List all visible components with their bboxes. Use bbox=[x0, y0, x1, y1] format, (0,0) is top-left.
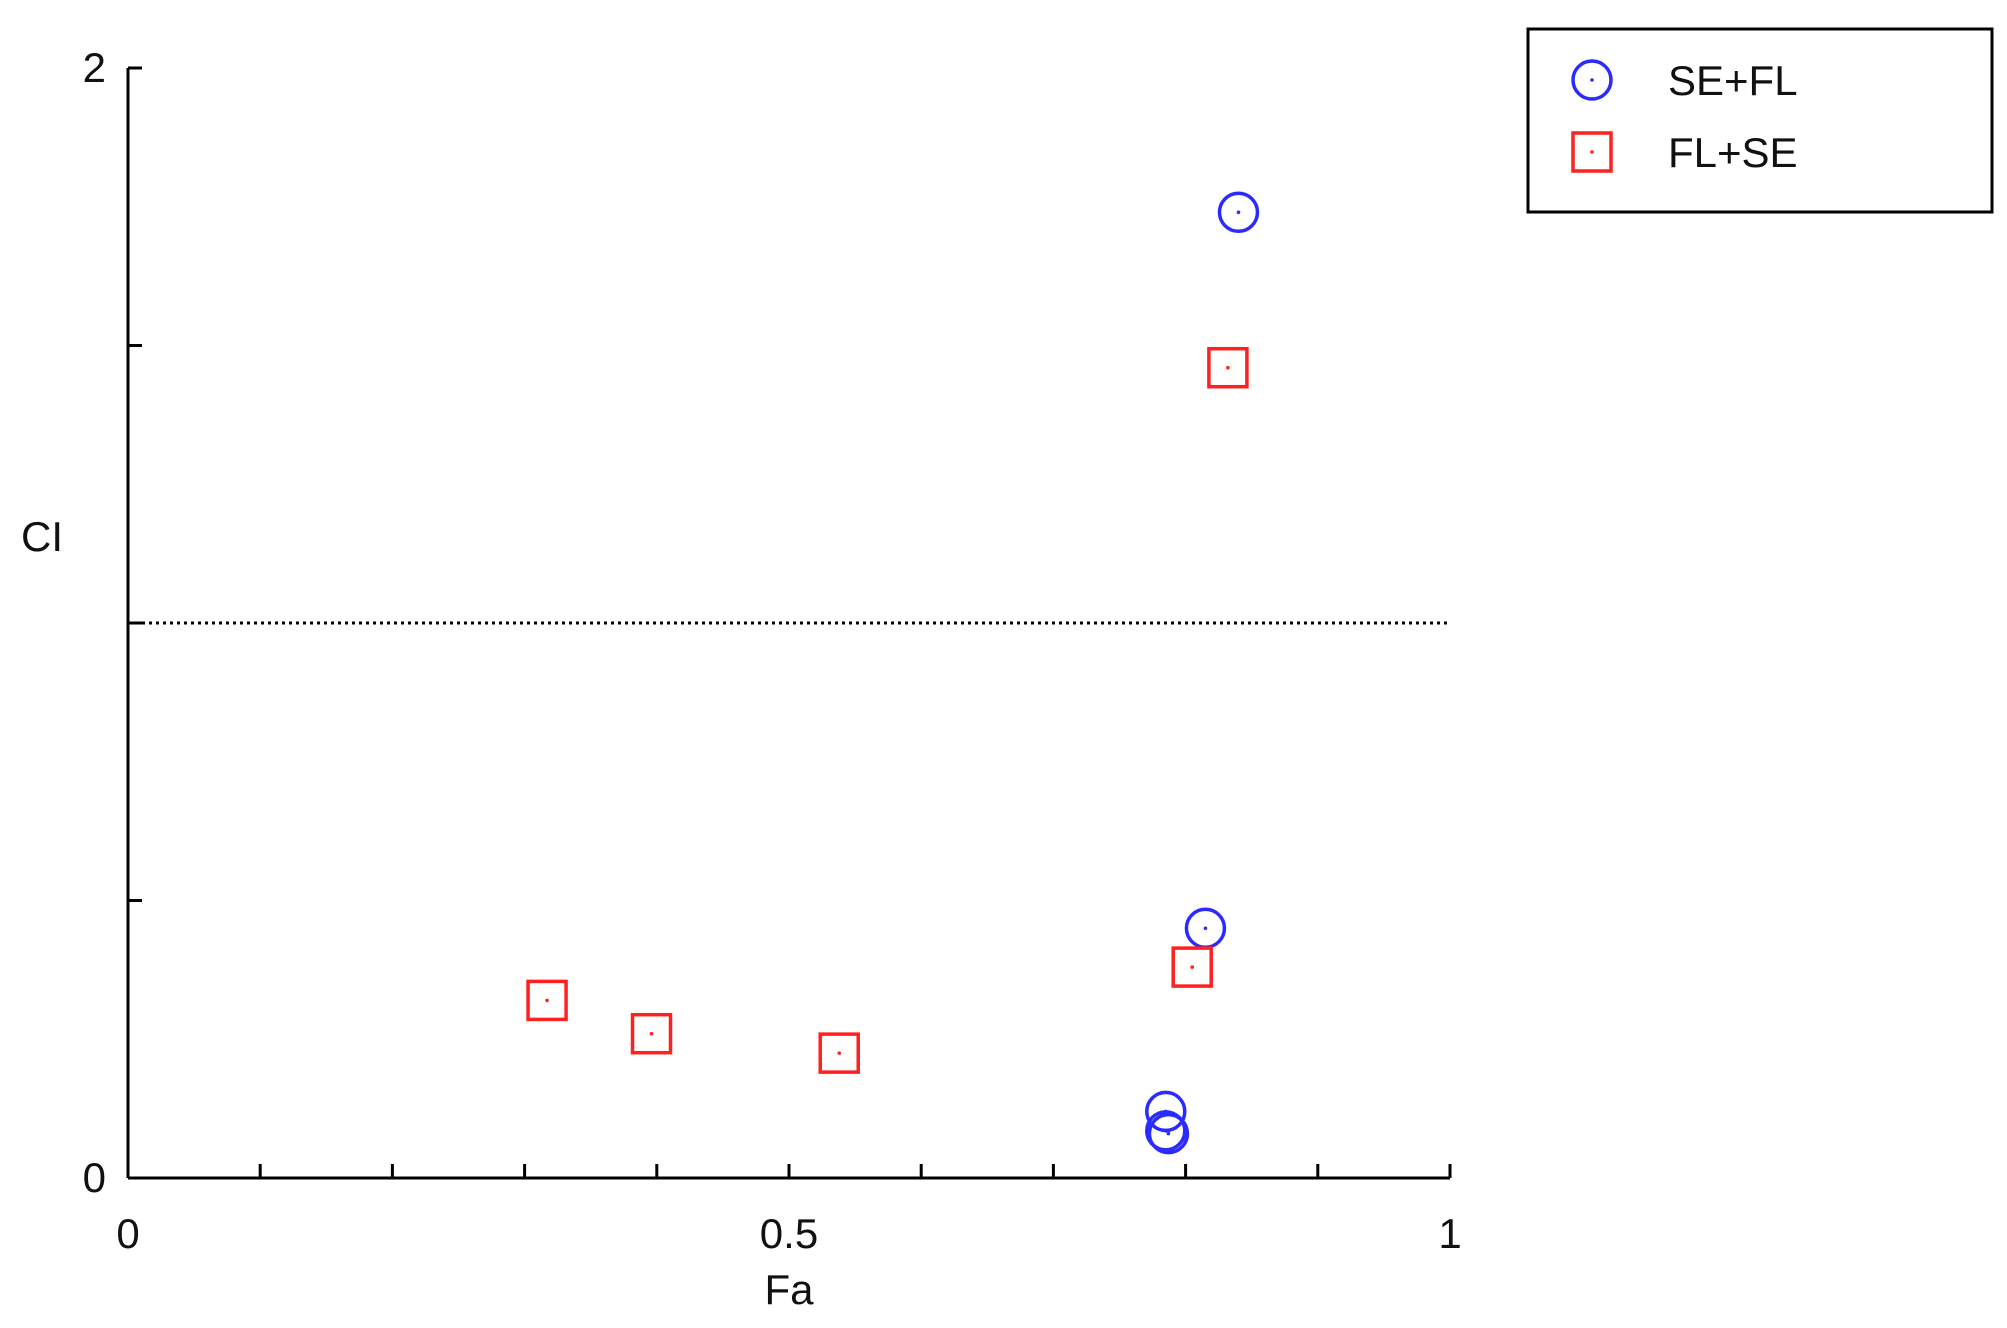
square-marker bbox=[1571, 131, 1613, 173]
data-point bbox=[1171, 946, 1213, 988]
x-tick-label: 1 bbox=[1438, 1210, 1461, 1257]
legend-label: SE+FL bbox=[1668, 57, 1798, 104]
marker-center-dot bbox=[649, 1031, 654, 1036]
marker-center-dot bbox=[1236, 210, 1241, 215]
y-tick-label: 0 bbox=[83, 1154, 106, 1201]
marker-center-dot bbox=[1166, 1131, 1171, 1136]
square-marker bbox=[630, 1012, 673, 1055]
legend-marker bbox=[1571, 131, 1613, 173]
marker-center-dot bbox=[1163, 1129, 1168, 1133]
data-point bbox=[630, 1012, 673, 1055]
circle-marker bbox=[1145, 1110, 1187, 1152]
legend-label: FL+SE bbox=[1668, 129, 1798, 176]
y-axis-label: CI bbox=[21, 513, 63, 560]
data-point bbox=[1217, 191, 1260, 234]
data-point bbox=[818, 1032, 860, 1074]
data-point bbox=[1184, 907, 1227, 949]
x-axis-label: Fa bbox=[764, 1266, 814, 1313]
marker-center-dot bbox=[1203, 926, 1208, 931]
legend-box bbox=[1526, 27, 1994, 214]
square-marker bbox=[1171, 946, 1213, 988]
data-point bbox=[1145, 1110, 1187, 1152]
data-point bbox=[1207, 346, 1249, 389]
y-tick-label: 2 bbox=[83, 44, 106, 91]
legend-marker bbox=[1571, 59, 1613, 101]
data-point bbox=[1147, 1112, 1190, 1155]
circle-marker bbox=[1571, 59, 1613, 101]
marker-center-dot bbox=[1226, 365, 1230, 370]
marker-center-dot bbox=[545, 998, 549, 1003]
square-marker bbox=[818, 1032, 860, 1074]
plot-area: 0 0.5 1 0 2 Fa CI bbox=[21, 44, 1462, 1313]
marker-center-dot bbox=[1590, 150, 1594, 154]
marker-center-dot bbox=[1590, 78, 1594, 82]
marker-center-dot bbox=[837, 1051, 842, 1055]
circle-marker bbox=[1217, 191, 1260, 234]
x-tick-label: 0 bbox=[116, 1210, 139, 1257]
data-point bbox=[526, 979, 568, 1022]
square-marker bbox=[526, 979, 568, 1022]
x-tick-label: 0.5 bbox=[760, 1210, 818, 1257]
circle-marker bbox=[1147, 1112, 1190, 1155]
series-fl-se bbox=[526, 346, 1249, 1074]
series-se-fl bbox=[1145, 191, 1260, 1155]
legend: SE+FL FL+SE bbox=[1526, 27, 1994, 214]
square-marker bbox=[1207, 346, 1249, 389]
marker-center-dot bbox=[1190, 965, 1195, 969]
